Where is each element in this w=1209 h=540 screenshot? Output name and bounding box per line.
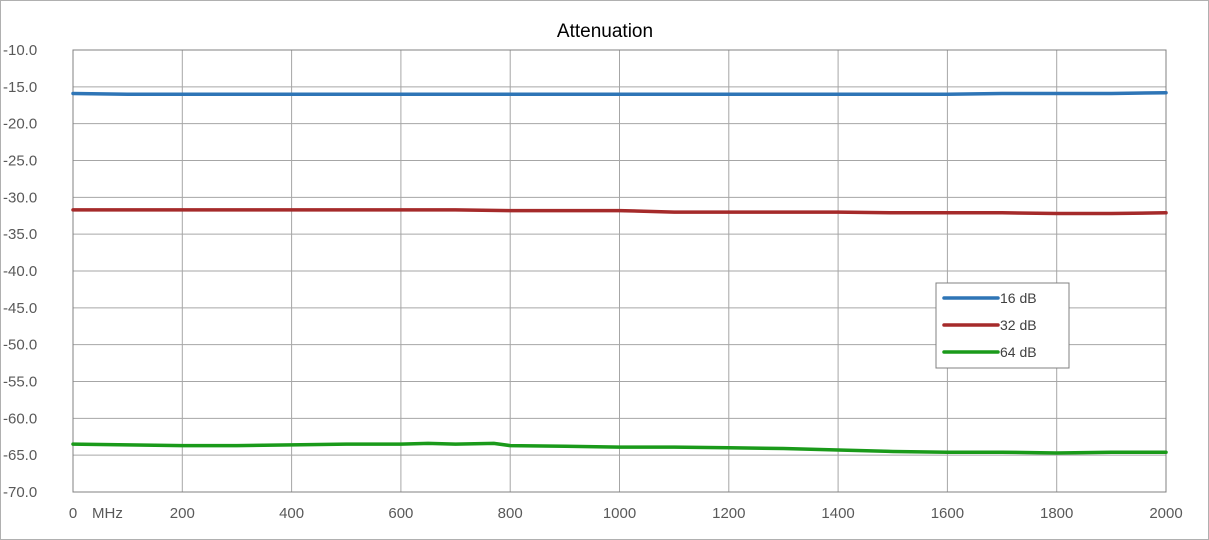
- plot-area-border: [72, 49, 1167, 493]
- x-tick-label: 2000: [1149, 505, 1182, 522]
- y-axis-tick-labels: -10.0 -15.0 -20.0 -25.0 -30.0 -35.0 -40.0 -45.0…: [3, 42, 37, 501]
- y-tick-label: -30.0: [3, 189, 37, 206]
- x-tick-label: 1800: [1040, 505, 1073, 522]
- x-tick-label: 1000: [603, 505, 636, 522]
- y-tick-label: -25.0: [3, 153, 37, 170]
- y-tick-label: -65.0: [3, 447, 37, 464]
- y-tick-label: -10.0: [3, 42, 37, 59]
- legend-label: 16 dB: [1000, 290, 1037, 306]
- x-axis-tick-labels: 0 200 400 600 800 1000 1200 1400 1600 1800 2000: [69, 505, 1183, 522]
- y-tick-label: -40.0: [3, 263, 37, 280]
- x-axis-unit-label: MHz: [92, 505, 123, 522]
- y-tick-label: -45.0: [3, 300, 37, 317]
- x-tick-label: 1600: [931, 505, 964, 522]
- y-tick-label: -60.0: [3, 410, 37, 427]
- x-tick-label: 800: [498, 505, 523, 522]
- y-tick-label: -55.0: [3, 374, 37, 391]
- x-tick-label: 1400: [821, 505, 854, 522]
- x-tick-label: 200: [170, 505, 195, 522]
- y-tick-label: -50.0: [3, 337, 37, 354]
- series-line-16-db: [71, 90, 1168, 96]
- chart-title: Attenuation: [557, 21, 653, 42]
- legend-label: 64 dB: [1000, 344, 1037, 360]
- y-tick-label: -15.0: [3, 79, 37, 96]
- y-tick-label: -35.0: [3, 226, 37, 243]
- x-tick-label: 400: [279, 505, 304, 522]
- legend-label: 32 dB: [1000, 317, 1037, 333]
- legend: 16 dB 32 dB 64 dB: [935, 282, 1070, 369]
- x-tick-label: 0: [69, 505, 77, 522]
- legend-items: 16 dB 32 dB 64 dB: [942, 290, 1037, 360]
- y-tick-label: -70.0: [3, 484, 37, 501]
- y-tick-label: -20.0: [3, 116, 37, 133]
- x-tick-label: 600: [388, 505, 413, 522]
- series-line-64-db: [71, 441, 1168, 455]
- x-tick-label: 1200: [712, 505, 745, 522]
- series-line-32-db: [71, 208, 1168, 216]
- series-lines: [71, 90, 1168, 455]
